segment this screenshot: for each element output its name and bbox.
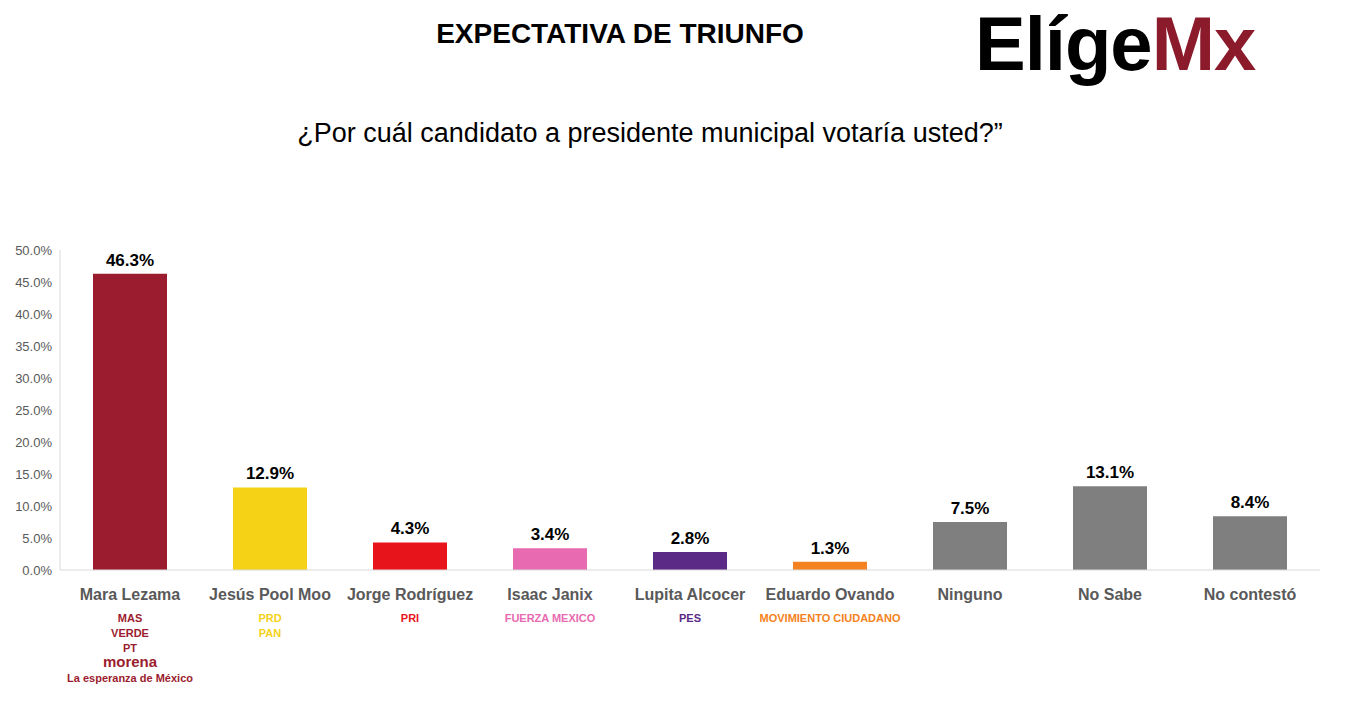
svg-text:20.0%: 20.0% [15, 435, 52, 450]
svg-text:2.8%: 2.8% [671, 529, 710, 548]
svg-text:4.3%: 4.3% [391, 519, 430, 538]
svg-text:13.1%: 13.1% [1086, 463, 1134, 482]
svg-text:5.0%: 5.0% [22, 531, 52, 546]
svg-text:Isaac Janix: Isaac Janix [507, 586, 593, 603]
svg-text:VERDE: VERDE [111, 627, 149, 639]
svg-text:8.4%: 8.4% [1231, 493, 1270, 512]
svg-text:46.3%: 46.3% [106, 251, 154, 270]
svg-text:15.0%: 15.0% [15, 467, 52, 482]
svg-text:40.0%: 40.0% [15, 307, 52, 322]
svg-text:25.0%: 25.0% [15, 403, 52, 418]
svg-text:30.0%: 30.0% [15, 371, 52, 386]
svg-text:No contestó: No contestó [1204, 586, 1297, 603]
html-text:EXPECTATIVA DE TRIUNFO: EXPECTATIVA DE TRIUNFO [436, 18, 804, 49]
svg-text:50.0%: 50.0% [15, 243, 52, 258]
svg-text:MOVIMIENTO CIUDADANO: MOVIMIENTO CIUDADANO [760, 612, 901, 624]
svg-text:MAS: MAS [118, 612, 142, 624]
svg-text:1.3%: 1.3% [811, 539, 850, 558]
svg-text:FUERZA MEXICO: FUERZA MEXICO [505, 612, 596, 624]
svg-text:PRD: PRD [258, 612, 281, 624]
svg-text:PAN: PAN [259, 627, 281, 639]
svg-text:PES: PES [679, 612, 701, 624]
svg-text:Ninguno: Ninguno [938, 586, 1003, 603]
svg-text:35.0%: 35.0% [15, 339, 52, 354]
svg-text:PT: PT [123, 642, 137, 654]
svg-text:Mara Lezama: Mara Lezama [80, 586, 181, 603]
svg-text:Jorge Rodríguez: Jorge Rodríguez [347, 586, 473, 603]
svg-text:PRI: PRI [401, 612, 419, 624]
svg-text:No Sabe: No Sabe [1078, 586, 1142, 603]
svg-text:7.5%: 7.5% [951, 499, 990, 518]
html-text:Elíge Mx: Elíge Mx [975, 1, 1256, 86]
svg-text:Lupita Alcocer: Lupita Alcocer [635, 586, 746, 603]
svg-text:12.9%: 12.9% [246, 464, 294, 483]
svg-text:3.4%: 3.4% [531, 525, 570, 544]
svg-text:10.0%: 10.0% [15, 499, 52, 514]
svg-text:morena: morena [103, 653, 158, 670]
svg-text:La esperanza de México: La esperanza de México [67, 672, 193, 684]
svg-text:0.0%: 0.0% [22, 563, 52, 578]
svg-text:Eduardo Ovando: Eduardo Ovando [766, 586, 895, 603]
svg-text:45.0%: 45.0% [15, 275, 52, 290]
html-text:¿Por cuál candidato a presiden: ¿Por cuál candidato a presidente municip… [297, 118, 1003, 148]
svg-text:Jesús Pool Moo: Jesús Pool Moo [209, 586, 331, 603]
